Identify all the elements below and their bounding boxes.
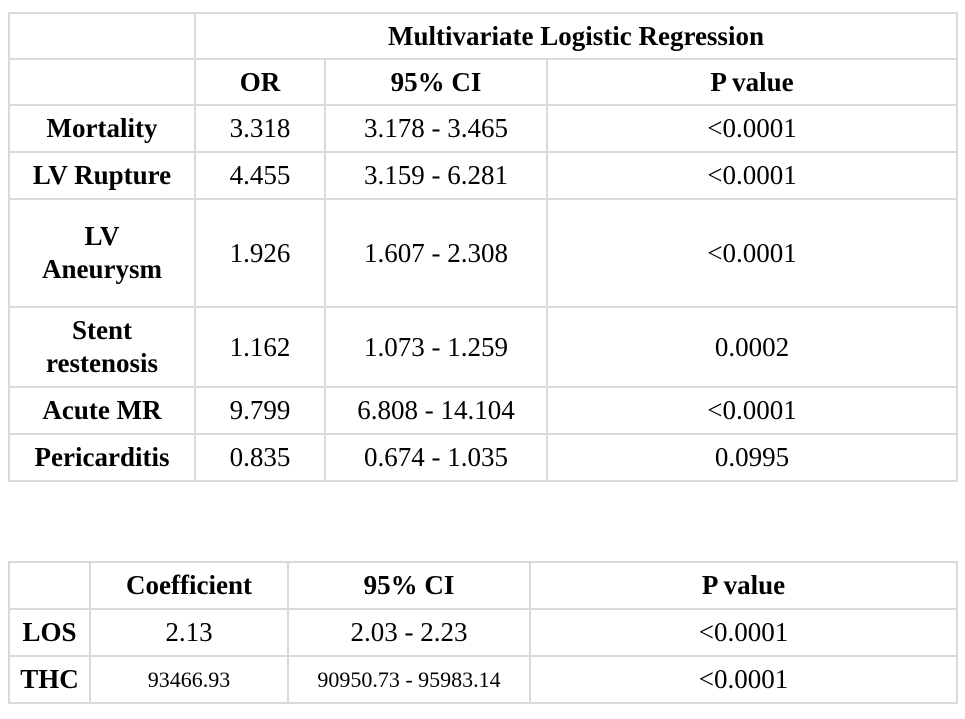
cell-p: <0.0001 (529, 608, 958, 657)
row-label-line: Pericarditis (34, 442, 170, 472)
corner-cell (8, 58, 196, 106)
row-label: LV Aneurysm (8, 198, 196, 308)
table-row: Mortality 3.318 3.178 - 3.465 <0.0001 (8, 104, 958, 153)
row-label-line: Acute MR (42, 395, 162, 425)
table-header-row: OR 95% CI P value (8, 58, 958, 106)
cell-ci: 3.159 - 6.281 (324, 151, 548, 200)
column-header-coefficient: Coefficient (89, 561, 289, 610)
corner-cell (8, 12, 196, 60)
row-label: Pericarditis (8, 433, 196, 482)
table-row: LV Rupture 4.455 3.159 - 6.281 <0.0001 (8, 151, 958, 200)
row-label-line: LV Rupture (32, 160, 172, 190)
cell-ci: 2.03 - 2.23 (287, 608, 531, 657)
table-header-row: Multivariate Logistic Regression (8, 12, 958, 60)
cell-or: 3.318 (194, 104, 326, 153)
row-label: THC (8, 655, 91, 704)
coefficient-table: Coefficient 95% CI P value LOS 2.13 2.03… (8, 561, 958, 704)
table-row: Stent restenosis 1.162 1.073 - 1.259 0.0… (8, 306, 958, 388)
table-row: LOS 2.13 2.03 - 2.23 <0.0001 (8, 608, 958, 657)
row-label-line: Mortality (46, 113, 158, 143)
table-header-row: Coefficient 95% CI P value (8, 561, 958, 610)
row-label: Stent restenosis (8, 306, 196, 388)
row-label-line: Aneurysm (42, 254, 162, 284)
cell-p: 0.0002 (546, 306, 958, 388)
cell-coefficient: 2.13 (89, 608, 289, 657)
cell-ci: 0.674 - 1.035 (324, 433, 548, 482)
row-label-line: Stent (72, 315, 132, 345)
cell-or: 4.455 (194, 151, 326, 200)
table-row: LV Aneurysm 1.926 1.607 - 2.308 <0.0001 (8, 198, 958, 308)
table-row: Pericarditis 0.835 0.674 - 1.035 0.0995 (8, 433, 958, 482)
cell-or: 9.799 (194, 386, 326, 435)
cell-ci: 1.073 - 1.259 (324, 306, 548, 388)
row-label: LV Rupture (8, 151, 196, 200)
cell-ci: 3.178 - 3.465 (324, 104, 548, 153)
cell-coefficient: 93466.93 (89, 655, 289, 704)
cell-p: 0.0995 (546, 433, 958, 482)
column-header-ci: 95% CI (287, 561, 531, 610)
row-label: LOS (8, 608, 91, 657)
column-header-ci: 95% CI (324, 58, 548, 106)
row-label: Acute MR (8, 386, 196, 435)
cell-p: <0.0001 (546, 386, 958, 435)
cell-p: <0.0001 (546, 151, 958, 200)
row-label: Mortality (8, 104, 196, 153)
group-header: Multivariate Logistic Regression (194, 12, 958, 60)
column-header-p: P value (546, 58, 958, 106)
corner-cell (8, 561, 91, 610)
cell-ci: 1.607 - 2.308 (324, 198, 548, 308)
regression-table: Multivariate Logistic Regression OR 95% … (8, 12, 958, 482)
column-header-p: P value (529, 561, 958, 610)
column-header-or: OR (194, 58, 326, 106)
table-row: THC 93466.93 90950.73 - 95983.14 <0.0001 (8, 655, 958, 704)
cell-p: <0.0001 (546, 104, 958, 153)
cell-ci: 90950.73 - 95983.14 (287, 655, 531, 704)
row-label-line: restenosis (46, 348, 158, 378)
cell-ci: 6.808 - 14.104 (324, 386, 548, 435)
cell-or: 1.926 (194, 198, 326, 308)
row-label-line: LV (84, 221, 120, 251)
cell-p: <0.0001 (529, 655, 958, 704)
table-row: Acute MR 9.799 6.808 - 14.104 <0.0001 (8, 386, 958, 435)
cell-or: 0.835 (194, 433, 326, 482)
cell-p: <0.0001 (546, 198, 958, 308)
cell-or: 1.162 (194, 306, 326, 388)
